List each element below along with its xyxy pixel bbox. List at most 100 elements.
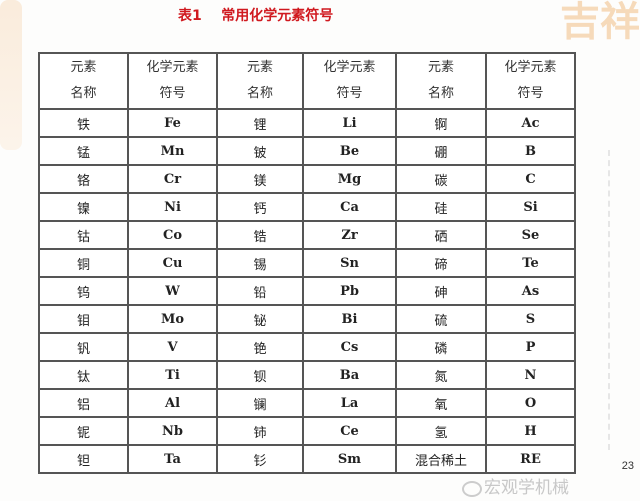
header-symbol: 化学元素 符号: [302, 52, 397, 110]
element-symbol: Mg: [302, 164, 397, 194]
table-row: 钒 V 铯 Cs 磷 P: [38, 332, 576, 362]
element-symbol: Sn: [302, 248, 397, 278]
element-name: 铈: [216, 416, 304, 446]
element-name: 碳: [395, 164, 487, 194]
element-symbol: RE: [485, 444, 576, 474]
element-name: 硼: [395, 136, 487, 166]
element-symbol: O: [485, 388, 576, 418]
table-row: 铝 Al 镧 La 氧 O: [38, 388, 576, 418]
element-name: 硫: [395, 304, 487, 334]
element-symbol: Co: [127, 220, 218, 250]
element-name: 铋: [216, 304, 304, 334]
element-symbol: V: [127, 332, 218, 362]
decorative-calligraphy: 吉祥: [560, 0, 640, 44]
element-name: 氧: [395, 388, 487, 418]
table-row: 钽 Ta 钐 Sm 混合稀土 RE: [38, 444, 576, 474]
element-symbol: Cu: [127, 248, 218, 278]
element-symbol: Nb: [127, 416, 218, 446]
table-row: 钛 Ti 钡 Ba 氮 N: [38, 360, 576, 390]
element-symbol: Ce: [302, 416, 397, 446]
element-name: 砷: [395, 276, 487, 306]
element-name: 钴: [38, 220, 129, 250]
table-row: 钴 Co 锆 Zr 硒 Se: [38, 220, 576, 250]
table-row: 锰 Mn 铍 Be 硼 B: [38, 136, 576, 166]
page-number: 23: [621, 460, 634, 472]
element-name: 钐: [216, 444, 304, 474]
element-symbol: Cs: [302, 332, 397, 362]
header-symbol: 化学元素 符号: [485, 52, 576, 110]
element-name: 钛: [38, 360, 129, 390]
element-name: 铜: [38, 248, 129, 278]
element-symbol: Mn: [127, 136, 218, 166]
element-name: 钨: [38, 276, 129, 306]
element-name: 铬: [38, 164, 129, 194]
element-name: 钼: [38, 304, 129, 334]
element-symbol: Pb: [302, 276, 397, 306]
element-name: 磷: [395, 332, 487, 362]
element-symbol: P: [485, 332, 576, 362]
element-symbol: Ni: [127, 192, 218, 222]
element-name: 硒: [395, 220, 487, 250]
element-name: 镍: [38, 192, 129, 222]
element-name: 锕: [395, 108, 487, 138]
element-name: 碲: [395, 248, 487, 278]
element-symbol: S: [485, 304, 576, 334]
element-name: 铅: [216, 276, 304, 306]
element-symbol: Sm: [302, 444, 397, 474]
element-symbol: W: [127, 276, 218, 306]
element-symbol: Si: [485, 192, 576, 222]
table-title: 表1 常用化学元素符号: [178, 8, 334, 24]
element-symbol: Ca: [302, 192, 397, 222]
element-symbol: La: [302, 388, 397, 418]
element-name: 镧: [216, 388, 304, 418]
table-row: 钨 W 铅 Pb 砷 As: [38, 276, 576, 306]
header-name: 元素 名称: [216, 52, 304, 110]
element-symbol: Be: [302, 136, 397, 166]
element-name: 氢: [395, 416, 487, 446]
element-name: 锆: [216, 220, 304, 250]
element-name: 锡: [216, 248, 304, 278]
element-name: 钡: [216, 360, 304, 390]
element-name: 硅: [395, 192, 487, 222]
table-row: 铌 Nb 铈 Ce 氢 H: [38, 416, 576, 446]
header-name: 元素 名称: [395, 52, 487, 110]
element-symbol: Ba: [302, 360, 397, 390]
element-symbol: Bi: [302, 304, 397, 334]
element-name: 钽: [38, 444, 129, 474]
element-symbol: C: [485, 164, 576, 194]
element-symbol: Ta: [127, 444, 218, 474]
element-name: 铌: [38, 416, 129, 446]
table-row: 铬 Cr 镁 Mg 碳 C: [38, 164, 576, 194]
element-symbol: Cr: [127, 164, 218, 194]
guide-line: [608, 150, 610, 450]
table-row: 铁 Fe 锂 Li 锕 Ac: [38, 108, 576, 138]
element-symbol-table: 元素 名称 化学元素 符号 元素 名称 化学元素 符号 元素 名称 化学元素 符号铁 Fe 锂…: [38, 52, 576, 474]
element-symbol: Ti: [127, 360, 218, 390]
wechat-icon: [462, 481, 482, 497]
element-symbol: N: [485, 360, 576, 390]
element-name: 钒: [38, 332, 129, 362]
element-symbol: Al: [127, 388, 218, 418]
element-name: 钙: [216, 192, 304, 222]
element-symbol: B: [485, 136, 576, 166]
element-symbol: Li: [302, 108, 397, 138]
element-name: 铁: [38, 108, 129, 138]
element-symbol: Zr: [302, 220, 397, 250]
table-row: 铜 Cu 锡 Sn 碲 Te: [38, 248, 576, 278]
watermark: 宏观学机械: [484, 478, 569, 498]
element-name: 氮: [395, 360, 487, 390]
element-name: 混合稀土: [395, 444, 487, 474]
element-symbol: Fe: [127, 108, 218, 138]
table-row: 镍 Ni 钙 Ca 硅 Si: [38, 192, 576, 222]
element-symbol: Se: [485, 220, 576, 250]
header-symbol: 化学元素 符号: [127, 52, 218, 110]
element-name: 镁: [216, 164, 304, 194]
element-symbol: Te: [485, 248, 576, 278]
element-symbol: As: [485, 276, 576, 306]
decorative-strip: [0, 0, 22, 150]
element-name: 锰: [38, 136, 129, 166]
element-name: 锂: [216, 108, 304, 138]
table-row: 钼 Mo 铋 Bi 硫 S: [38, 304, 576, 334]
element-symbol: H: [485, 416, 576, 446]
element-symbol: Ac: [485, 108, 576, 138]
